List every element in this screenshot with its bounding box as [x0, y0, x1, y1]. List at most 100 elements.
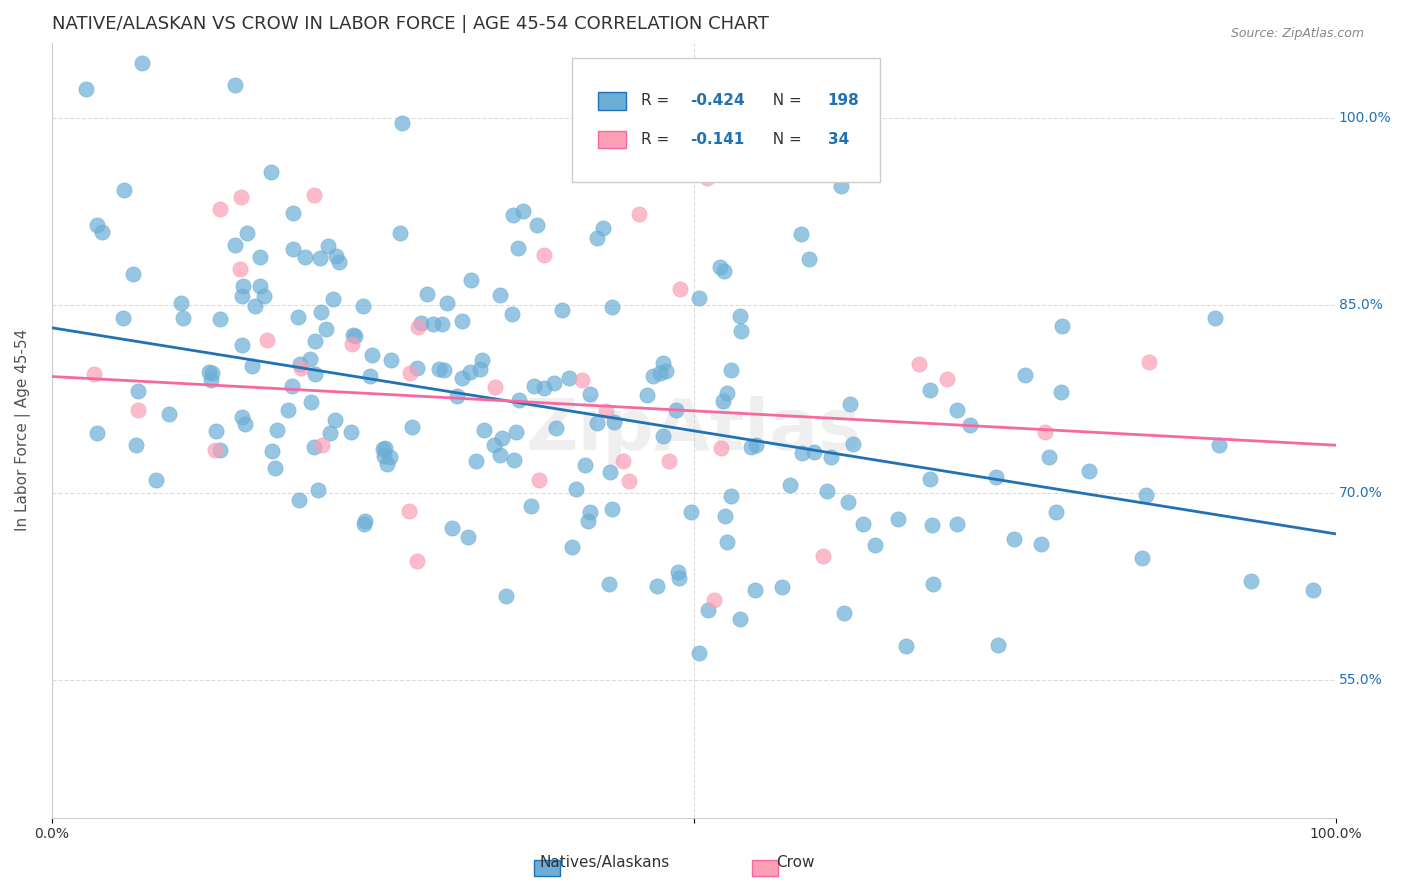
- Text: Natives/Alaskans: Natives/Alaskans: [540, 855, 669, 870]
- Point: [361, 349, 384, 363]
- Point: [342, 336, 364, 351]
- Point: [315, 322, 337, 336]
- Point: [959, 418, 981, 433]
- Point: [90, 226, 112, 240]
- Point: [249, 279, 271, 293]
- Point: [650, 366, 672, 380]
- Point: [1204, 311, 1226, 326]
- Point: [482, 438, 505, 452]
- Point: [460, 273, 482, 287]
- Point: [770, 580, 793, 594]
- Point: [125, 438, 148, 452]
- Text: 198: 198: [828, 94, 859, 109]
- Point: [288, 358, 311, 372]
- Point: [603, 415, 626, 429]
- Point: [408, 320, 430, 334]
- Point: [231, 409, 253, 424]
- Point: [353, 517, 375, 532]
- Point: [711, 393, 734, 408]
- Point: [533, 248, 555, 262]
- Point: [83, 368, 105, 382]
- Point: [651, 429, 673, 443]
- Point: [730, 324, 752, 338]
- Point: [472, 423, 495, 437]
- Text: ZipAtlas: ZipAtlas: [526, 396, 862, 465]
- Point: [887, 512, 910, 526]
- Point: [1038, 450, 1060, 465]
- Point: [523, 378, 546, 392]
- Point: [921, 517, 943, 532]
- Point: [526, 219, 548, 233]
- Point: [75, 82, 97, 96]
- Point: [815, 483, 838, 498]
- Point: [209, 312, 232, 326]
- Point: [374, 441, 396, 455]
- Point: [832, 606, 855, 620]
- Point: [464, 454, 486, 468]
- Point: [579, 505, 602, 519]
- Point: [488, 288, 510, 302]
- Point: [209, 442, 232, 457]
- Point: [411, 316, 433, 330]
- Point: [1135, 488, 1157, 502]
- Point: [652, 356, 675, 370]
- Point: [696, 171, 718, 186]
- Point: [491, 431, 513, 445]
- Point: [311, 438, 333, 452]
- Point: [728, 612, 751, 626]
- Point: [378, 450, 401, 464]
- Point: [157, 408, 180, 422]
- Text: 70.0%: 70.0%: [1339, 486, 1382, 500]
- Point: [131, 55, 153, 70]
- Point: [204, 442, 226, 457]
- Point: [830, 179, 852, 194]
- Text: R =: R =: [641, 132, 675, 147]
- Point: [302, 440, 325, 454]
- Point: [197, 365, 219, 379]
- FancyBboxPatch shape: [598, 93, 626, 110]
- Point: [231, 289, 253, 303]
- Point: [201, 366, 224, 380]
- FancyBboxPatch shape: [572, 58, 880, 182]
- Point: [375, 457, 398, 471]
- Point: [233, 417, 256, 431]
- Point: [533, 381, 555, 395]
- Point: [986, 470, 1008, 484]
- Point: [281, 242, 304, 256]
- Point: [551, 303, 574, 318]
- Point: [520, 499, 543, 513]
- Point: [433, 363, 456, 377]
- Point: [820, 450, 842, 464]
- Point: [243, 300, 266, 314]
- Point: [505, 425, 527, 439]
- Point: [224, 78, 246, 93]
- Point: [658, 454, 681, 468]
- Point: [599, 466, 621, 480]
- Point: [1302, 582, 1324, 597]
- Point: [260, 444, 283, 458]
- Point: [744, 583, 766, 598]
- Point: [627, 207, 650, 221]
- Point: [359, 368, 381, 383]
- Point: [665, 403, 688, 417]
- Point: [112, 183, 135, 197]
- Point: [1077, 464, 1099, 478]
- Point: [612, 454, 634, 468]
- Point: [813, 549, 835, 563]
- Point: [127, 384, 149, 398]
- Point: [302, 188, 325, 202]
- Point: [427, 362, 450, 376]
- Point: [681, 505, 703, 519]
- Point: [501, 308, 523, 322]
- Point: [716, 385, 738, 400]
- Point: [655, 364, 678, 378]
- Point: [205, 425, 228, 439]
- Point: [458, 366, 481, 380]
- Point: [987, 638, 1010, 652]
- Point: [1031, 537, 1053, 551]
- Point: [231, 338, 253, 352]
- Point: [249, 250, 271, 264]
- Point: [495, 589, 517, 603]
- Point: [398, 503, 420, 517]
- Text: -0.424: -0.424: [690, 94, 745, 109]
